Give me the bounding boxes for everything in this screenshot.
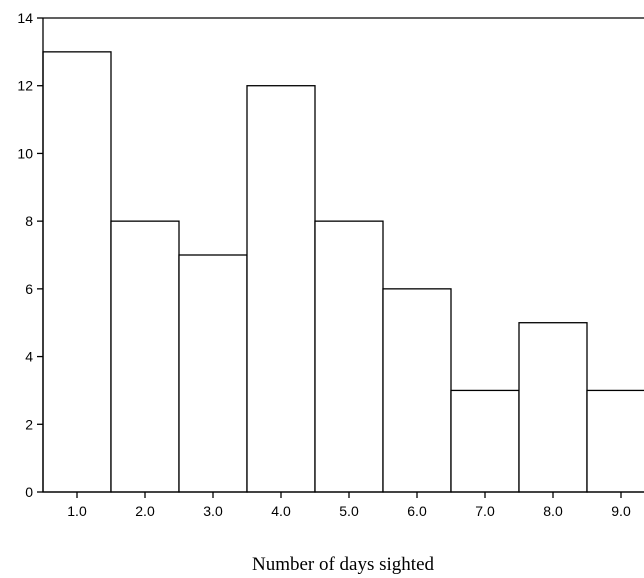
x-tick-label-5.0: 5.0 [339, 503, 359, 519]
y-tick-label-14: 14 [17, 10, 33, 26]
y-ticks: 0 2 4 6 8 10 12 14 [17, 10, 43, 500]
y-tick-label-4: 4 [25, 349, 33, 365]
x-ticks: 1.0 2.0 3.0 4.0 5.0 6.0 7.0 8.0 9.0 [67, 492, 631, 519]
bar-8.0 [518, 322, 588, 493]
y-tick-label-6: 6 [25, 281, 33, 297]
y-tick-label-10: 10 [17, 145, 33, 161]
x-tick-label-4.0: 4.0 [271, 503, 291, 519]
x-tick-label-6.0: 6.0 [407, 503, 427, 519]
x-tick-label-1.0: 1.0 [67, 503, 87, 519]
y-tick-label-12: 12 [17, 78, 33, 94]
x-tick-label-2.0: 2.0 [135, 503, 155, 519]
bar-1.0 [42, 51, 112, 493]
bar-3.0 [178, 254, 248, 493]
bar-7.0 [450, 389, 520, 493]
y-tick-label-2: 2 [25, 416, 33, 432]
y-tick-label-8: 8 [25, 213, 33, 229]
x-tick-label-8.0: 8.0 [543, 503, 563, 519]
y-tick-label-0: 0 [25, 484, 33, 500]
x-tick-label-7.0: 7.0 [475, 503, 495, 519]
bar-5.0 [314, 220, 384, 493]
x-axis-title: Number of days sighted [252, 554, 435, 575]
bar-9.0 [586, 389, 644, 493]
bar-2.0 [110, 220, 180, 493]
x-tick-label-3.0: 3.0 [203, 503, 223, 519]
axes-layer [42, 17, 644, 493]
bar-4.0 [246, 85, 316, 493]
bars-layer [42, 51, 644, 493]
bar-6.0 [382, 288, 452, 493]
x-tick-label-9.0: 9.0 [611, 503, 631, 519]
